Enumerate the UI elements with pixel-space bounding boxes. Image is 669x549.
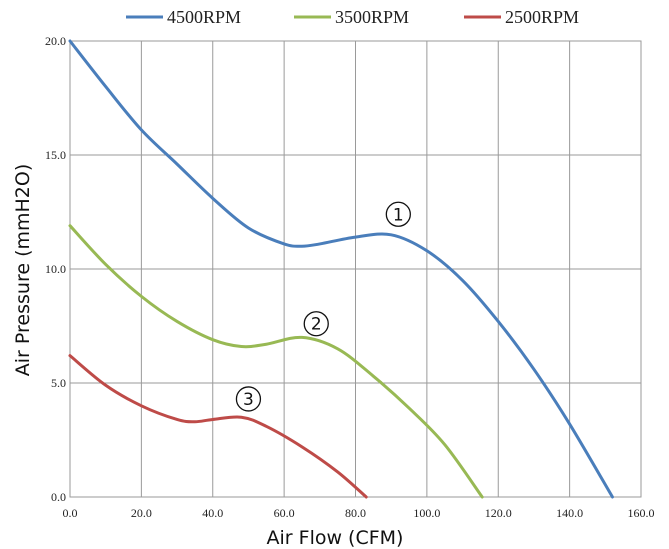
legend-label: 4500RPM — [167, 7, 241, 27]
series-line-4500rpm — [68, 39, 614, 499]
series-line-3500rpm — [68, 224, 484, 499]
x-axis-title: Air Flow (CFM) — [267, 527, 404, 549]
curve-marker-label: 1 — [393, 205, 404, 225]
y-tick-label: 5.0 — [51, 376, 66, 390]
x-tick-label: 80.0 — [345, 506, 366, 520]
x-tick-label: 100.0 — [413, 506, 440, 520]
tick-labels: 0.0 20.0 40.0 60.0 80.0 100.0 120.0 140.0 160.00… — [45, 34, 655, 520]
y-tick-label: 20.0 — [45, 34, 66, 48]
series-layer — [68, 39, 614, 499]
y-axis-title: Air Pressure (mmH2O) — [12, 164, 34, 376]
x-tick-label: 160.0 — [628, 506, 655, 520]
curve-marker-circle — [235, 386, 262, 412]
x-tick-label: 20.0 — [131, 506, 152, 520]
x-tick-label: 40.0 — [202, 506, 223, 520]
y-tick-label: 0.0 — [51, 490, 66, 504]
curve-markers: 1 2 3 — [235, 201, 411, 412]
x-tick-label: 120.0 — [485, 506, 512, 520]
x-tick-label: 0.0 — [63, 506, 78, 520]
legend-label: 2500RPM — [505, 7, 579, 27]
curve-marker-label: 3 — [243, 390, 254, 410]
curve-marker-label: 2 — [311, 315, 322, 335]
curve-marker-circle — [303, 311, 329, 337]
y-tick-label: 10.0 — [45, 262, 66, 276]
legend-label: 3500RPM — [335, 7, 409, 27]
curve-marker-circle — [385, 201, 411, 227]
legend: 4500RPM 3500RPM 2500RPM — [126, 7, 579, 27]
x-tick-label: 60.0 — [274, 506, 295, 520]
y-tick-label: 15.0 — [45, 148, 66, 162]
series-line-2500rpm — [68, 354, 368, 499]
x-tick-label: 140.0 — [556, 506, 583, 520]
